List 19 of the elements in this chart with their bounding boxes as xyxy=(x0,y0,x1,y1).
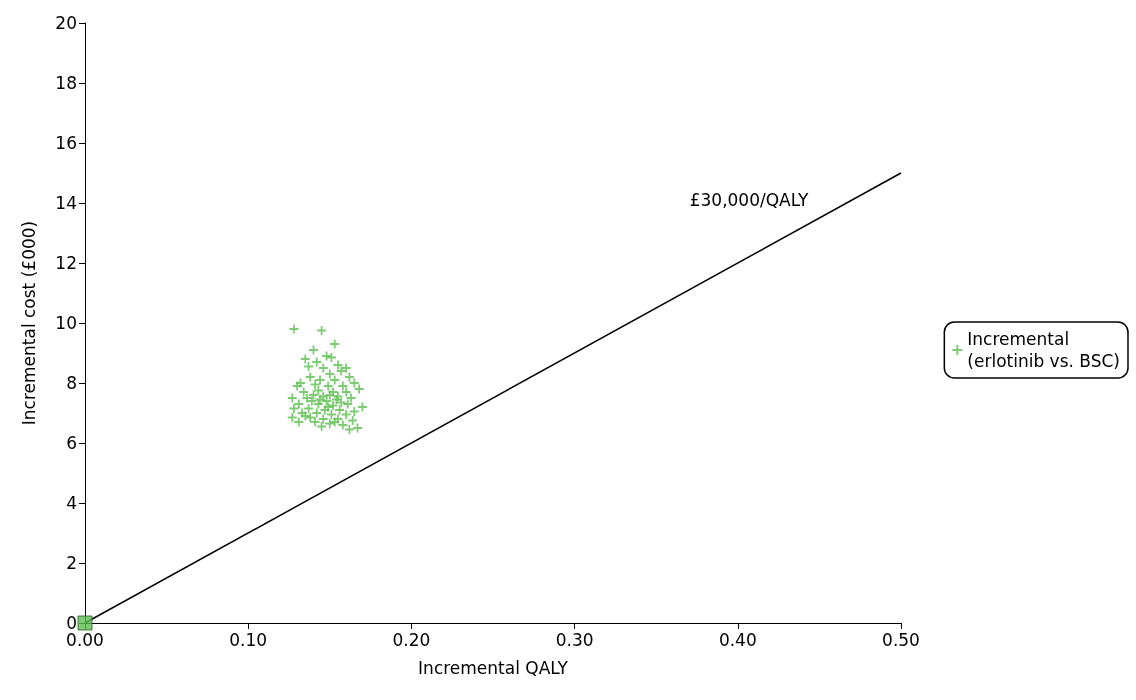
y-tick-label: 18 xyxy=(55,73,77,93)
legend-label: Incremental (erlotinib vs. BSC) xyxy=(967,329,1120,371)
y-tick-label: 16 xyxy=(55,133,77,153)
y-axis-title: Incremental cost (£000) xyxy=(18,220,39,426)
x-tick-label: 0.30 xyxy=(555,629,594,650)
y-tick-label: 20 xyxy=(55,13,77,33)
x-tick-label: 0.10 xyxy=(229,629,268,650)
x-axis-title: Incremental QALY xyxy=(418,657,569,678)
y-tick-label: 8 xyxy=(66,373,77,393)
annotation: £30,000/QALY xyxy=(689,190,809,210)
x-tick-label: 0.40 xyxy=(718,629,757,650)
y-tick-label: 10 xyxy=(55,313,77,333)
x-tick-label: 0.50 xyxy=(882,629,920,650)
y-tick-label: 4 xyxy=(66,493,77,513)
y-tick-label: 2 xyxy=(66,553,77,573)
y-tick-label: 12 xyxy=(55,253,77,273)
y-tick-label: 6 xyxy=(66,433,77,453)
y-tick-label: 14 xyxy=(55,193,77,213)
x-tick-label: 0.20 xyxy=(392,629,431,650)
